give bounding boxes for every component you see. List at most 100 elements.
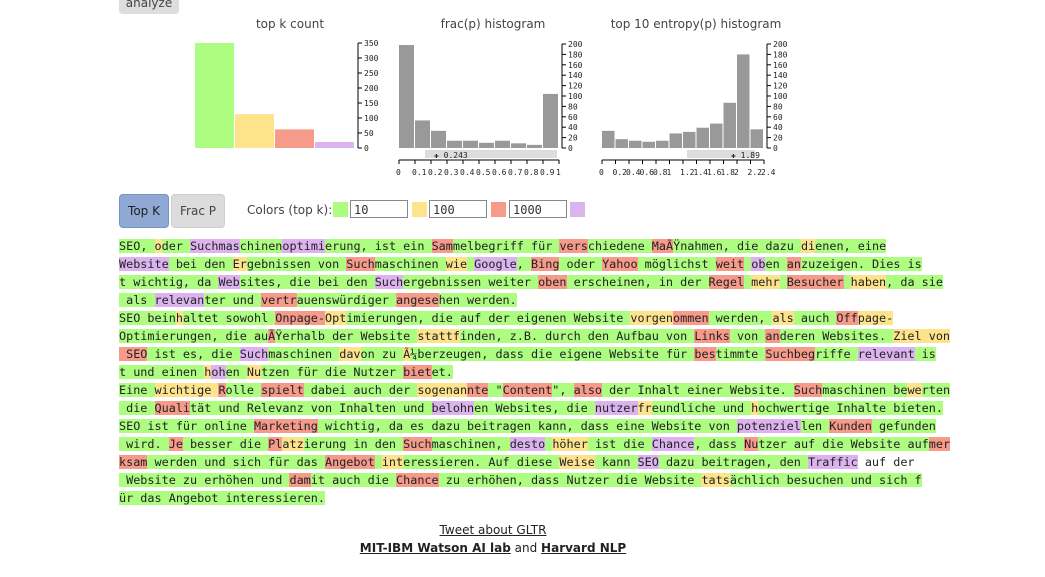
token: Suchbeg xyxy=(765,347,816,361)
y-tick-label: 120 xyxy=(568,82,583,91)
token: Weise xyxy=(559,455,595,469)
token: hen werden. xyxy=(438,293,517,307)
topk-y-tick-label: 250 xyxy=(364,69,379,78)
hist-bar xyxy=(669,133,682,148)
hist-bar xyxy=(737,54,750,148)
frac-p-button[interactable]: Frac P xyxy=(171,194,225,228)
tweet-link[interactable]: Tweet about GLTR xyxy=(439,523,547,537)
topk-y-tick-label: 50 xyxy=(364,129,374,138)
yellow-swatch xyxy=(412,202,427,217)
x-tick-label: 0.8 xyxy=(653,168,668,177)
token: haben xyxy=(850,275,887,289)
footer-credits: MIT-IBM Watson AI lab and Harvard NLP xyxy=(0,541,993,555)
token: Angebot xyxy=(324,455,375,469)
token: Sam xyxy=(431,239,453,253)
token: relevan xyxy=(154,293,205,307)
topk-bar-1000 xyxy=(275,129,314,148)
topk-y-tick-label: 300 xyxy=(364,54,379,63)
y-tick-label: 40 xyxy=(773,123,783,132)
token: als xyxy=(119,293,155,307)
token: die xyxy=(119,401,155,415)
token xyxy=(843,275,851,289)
topk-threshold-2-input[interactable]: 100 xyxy=(429,200,487,218)
token: ommen xyxy=(673,311,709,325)
token: timmte xyxy=(715,347,766,361)
x-tick-label: 0.8 xyxy=(524,168,539,177)
text-line: ür das Angebot interessieren. xyxy=(119,489,869,507)
hist-bar xyxy=(642,141,655,148)
token: wichtige xyxy=(154,383,219,397)
token: Suchmas xyxy=(190,239,240,253)
token: tät und Relevanz von Inhalten und xyxy=(190,401,432,415)
token: Ÿnahmen, die dazu xyxy=(673,239,801,253)
token: ergebnissen weiter xyxy=(403,275,539,289)
hist-bar xyxy=(479,142,494,148)
y-tick-label: 200 xyxy=(773,40,788,49)
topk-bar-100 xyxy=(235,114,274,148)
token: gefunden xyxy=(871,419,936,433)
token: wie xyxy=(445,257,468,271)
token: et. xyxy=(431,365,453,379)
topk-y-tick-label: 0 xyxy=(364,144,369,153)
harvard-nlp-link[interactable]: Harvard NLP xyxy=(541,541,627,555)
x-tick-label: 1.6 xyxy=(707,168,722,177)
token: ierung in den xyxy=(303,437,404,451)
y-tick-label: 20 xyxy=(568,134,578,143)
token: höher xyxy=(552,437,588,451)
y-tick-label: 160 xyxy=(773,61,788,70)
x-tick-label: 0.9 xyxy=(540,168,555,177)
token: R xyxy=(218,383,226,397)
text-line: SEO beinhaltet sowohl Onpage-Optimierung… xyxy=(119,309,894,327)
token: SEO xyxy=(119,239,141,253)
token: Marketing xyxy=(253,419,318,433)
text-line: SEO, oder Suchmaschinenoptimierung, ist … xyxy=(119,237,887,255)
x-tick-label: 0 xyxy=(396,168,401,177)
top-k-button[interactable]: Top K xyxy=(119,194,169,228)
topk-threshold-1-input[interactable]: 10 xyxy=(350,200,408,218)
y-tick-label: 180 xyxy=(773,50,788,59)
token: page- xyxy=(857,311,894,325)
y-tick-label: 160 xyxy=(568,61,583,70)
token: h xyxy=(751,401,759,415)
hist-bar xyxy=(656,140,669,148)
token: " xyxy=(488,383,503,397)
token: Besucher xyxy=(786,275,844,289)
token: erung, ist ein xyxy=(325,239,432,253)
token: we xyxy=(907,383,922,397)
token: Such xyxy=(374,275,404,289)
token: maschinen xyxy=(268,347,340,361)
token: int xyxy=(381,455,404,469)
token: besser die xyxy=(182,437,269,451)
token: Ã xyxy=(403,347,411,361)
token: rten xyxy=(921,383,951,397)
token: en xyxy=(225,365,247,379)
token: dav xyxy=(339,347,361,361)
text-line: t wichtig, da Websites, die bei den Such… xyxy=(119,273,943,291)
x-tick-label: 2.4 xyxy=(761,168,776,177)
x-tick-label: 0.2 xyxy=(613,168,628,177)
token: der Inhalt einer Website. xyxy=(602,383,794,397)
token: relevant xyxy=(857,347,915,361)
token: SEO bein xyxy=(119,311,176,325)
x-tick-label: 1.8 xyxy=(721,168,736,177)
token: ist es, die xyxy=(147,347,240,361)
token: nutzer xyxy=(594,401,638,415)
x-tick-label: 1.4 xyxy=(694,168,709,177)
text-line: Website zu erhöhen und damit auch die Ch… xyxy=(119,471,922,489)
topk-chart-title: top k count xyxy=(255,17,325,31)
token: belohn xyxy=(431,401,475,415)
token: spielt xyxy=(261,383,304,397)
token: desto xyxy=(509,437,546,451)
analyze-button[interactable]: analyze xyxy=(119,0,179,14)
token: chiedene xyxy=(587,239,652,253)
hist-bar xyxy=(495,140,510,148)
topk-threshold-3-input[interactable]: 1000 xyxy=(509,200,567,218)
token: Website xyxy=(119,257,169,271)
token: wichtig, da es dazu beitragen kann, dass… xyxy=(317,419,737,433)
token: dazu beitragen, den xyxy=(658,455,808,469)
y-tick-label: 20 xyxy=(773,134,783,143)
mit-ibm-link[interactable]: MIT-IBM Watson AI lab xyxy=(359,541,511,555)
token: vorgen xyxy=(630,311,674,325)
token: olle xyxy=(225,383,262,397)
token: maschinen be xyxy=(822,383,908,397)
